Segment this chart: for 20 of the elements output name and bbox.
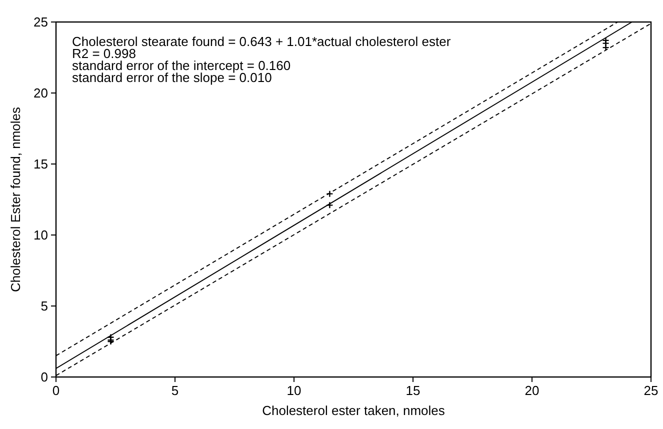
x-tick-label: 20 bbox=[524, 383, 540, 398]
point bbox=[602, 44, 610, 52]
annotation: Cholesterol stearate found = 0.643 + 1.01*actual cholesterol ester bbox=[72, 34, 452, 49]
y-axis-title: Cholesterol Ester found, nmoles bbox=[8, 106, 23, 292]
x-tick-label: 5 bbox=[171, 383, 179, 398]
x-axis-title: Cholesterol ester taken, nmoles bbox=[262, 403, 446, 418]
point bbox=[326, 202, 334, 209]
x-tick-label: 0 bbox=[52, 383, 60, 398]
y-tick-label: 5 bbox=[40, 298, 48, 314]
y-tick-label: 25 bbox=[34, 14, 48, 30]
y-tick-label: 10 bbox=[34, 228, 48, 243]
annotation: R2 = 0.998 bbox=[72, 46, 136, 61]
x-tick-label: 15 bbox=[406, 383, 420, 398]
annotation: standard error of the intercept = 0.160 bbox=[72, 58, 291, 73]
y-tick-label: 0 bbox=[40, 370, 48, 385]
y-tick-label: 20 bbox=[34, 86, 48, 101]
y-tick-label: 15 bbox=[34, 156, 48, 172]
x-tick-label: 25 bbox=[644, 383, 658, 398]
point bbox=[326, 190, 334, 198]
x-tick-label: 10 bbox=[286, 383, 302, 398]
